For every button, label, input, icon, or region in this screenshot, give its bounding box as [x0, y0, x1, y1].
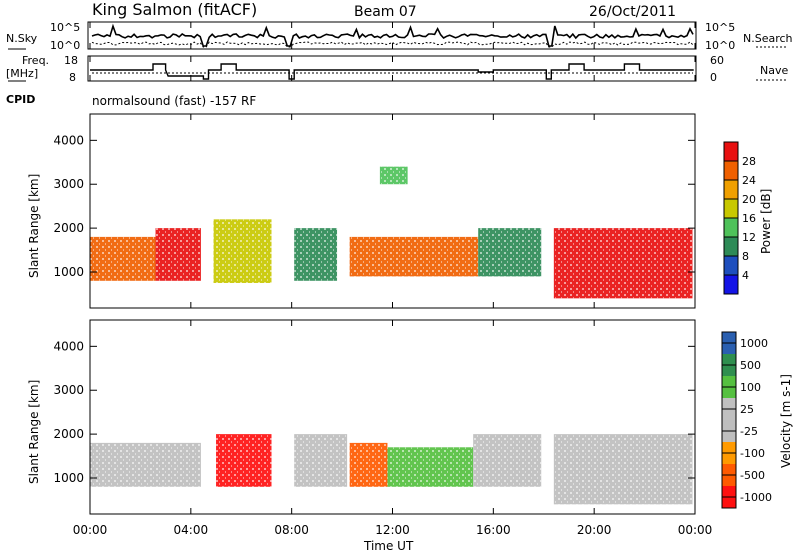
power-colorbar-tick-label: 12	[742, 231, 756, 244]
power-gap-0	[202, 115, 207, 307]
velocity-region-texture-2	[294, 434, 348, 487]
power-region-texture-4	[349, 236, 479, 277]
nsky-tick-top: 10^5	[50, 21, 80, 34]
nsky-label: N.Sky	[6, 32, 38, 45]
power-colorbar-cell	[724, 142, 738, 161]
power-region-texture-6	[553, 228, 693, 299]
velocity-region-texture-5	[473, 434, 542, 487]
freq-label-1: Freq.	[22, 54, 49, 67]
cpid-value: normalsound (fast) -157 RF	[92, 94, 256, 108]
power-colorbar-cell	[724, 180, 738, 199]
power-colorbar-tick-label: 20	[742, 193, 756, 206]
time-tick-label: 00:00	[678, 523, 713, 537]
velocity-colorbar-tick-label: -100	[740, 447, 765, 460]
nave-tick-bottom: 0	[710, 71, 717, 84]
power-region-texture-5	[478, 228, 542, 277]
nsearch-label: N.Search	[743, 32, 793, 45]
nsearch-tick-top: 10^5	[705, 21, 735, 34]
velocity-ylabel: Slant Range [km]	[27, 380, 41, 484]
velocity-colorbar-tick-label: 1000	[740, 337, 768, 350]
freq-trace	[90, 63, 694, 80]
time-tick-label: 20:00	[577, 523, 612, 537]
velocity-gap-1	[287, 321, 292, 513]
time-tick-label: 12:00	[375, 523, 410, 537]
time-tick-label: 04:00	[174, 523, 209, 537]
power-gap-1	[287, 115, 292, 307]
power-colorbar-tick-label: 24	[742, 174, 756, 187]
power-colorbar-tick-label: 16	[742, 212, 756, 225]
power-colorbar-cell	[724, 275, 738, 294]
tick-labels: 00:00 04:00 08:00 12:00 16:00 20:00 00:00 1000 2…	[53, 133, 712, 537]
date-title: 26/Oct/2011	[589, 4, 676, 20]
velocity-colorbar: 1000 500 100 25 -25 -100 -500 -1000	[721, 331, 772, 509]
nave-tick-top: 60	[710, 54, 724, 67]
cpid-label: CPID	[6, 93, 35, 106]
time-tick-label: 16:00	[476, 523, 511, 537]
power-colorbar-cell	[724, 199, 738, 218]
nsky-trace	[91, 23, 694, 47]
axis-ticks	[89, 22, 696, 514]
velocity-colorbar-tick-label: -1000	[740, 491, 772, 504]
power-region-texture-2	[213, 219, 272, 283]
velocity-region-texture-6	[553, 434, 693, 505]
power-colorbar-cell	[724, 218, 738, 237]
power-colorbar-tick-label: 28	[742, 155, 756, 168]
power-region-texture-3	[294, 228, 338, 281]
range-tick-label: 3000	[53, 383, 84, 397]
power-region-texture-1	[155, 228, 201, 281]
power-colorbar-label: Power [dB]	[759, 189, 773, 254]
freq-tick-bottom: 8	[69, 71, 76, 84]
velocity-region-texture-4	[387, 447, 474, 487]
velocity-colorbar-tick-label: -500	[740, 469, 765, 482]
range-tick-label: 2000	[53, 221, 84, 235]
velocity-colorbar-frame	[721, 331, 737, 509]
velocity-gap-0	[202, 321, 207, 513]
velocity-region-texture-1	[216, 434, 272, 487]
nsky-tick-bottom: 10^0	[50, 39, 80, 52]
power-colorbar: 4 8 12 16 20 24 28	[723, 141, 756, 295]
power-region-texture-7	[379, 166, 408, 185]
velocity-data	[90, 321, 693, 513]
nave-label: Nave	[760, 64, 788, 77]
power-ylabel: Slant Range [km]	[27, 174, 41, 278]
velocity-colorbar-tick-label: -25	[740, 425, 758, 438]
freq-label-2: [MHz]	[6, 67, 38, 80]
power-colorbar-tick-label: 8	[742, 250, 749, 263]
range-tick-label: 1000	[53, 265, 84, 279]
power-colorbar-cell	[724, 161, 738, 180]
power-colorbar-cell	[724, 237, 738, 256]
nsearch-tick-bottom: 10^0	[705, 39, 735, 52]
velocity-colorbar-label: Velocity [m s-1]	[779, 374, 793, 468]
range-tick-label: 2000	[53, 427, 84, 441]
time-tick-label: 00:00	[73, 523, 108, 537]
power-colorbar-cell	[724, 256, 738, 275]
range-tick-label: 4000	[53, 133, 84, 147]
freq-tick-top: 18	[64, 54, 78, 67]
power-gap-2	[546, 115, 551, 307]
time-tick-label: 08:00	[274, 523, 309, 537]
range-tick-label: 3000	[53, 177, 84, 191]
power-data	[90, 115, 693, 307]
velocity-colorbar-tick-label: 100	[740, 381, 761, 394]
power-colorbar-tick-label: 4	[742, 269, 749, 282]
velocity-colorbar-tick-label: 25	[740, 403, 754, 416]
velocity-gap-2	[546, 321, 551, 513]
range-tick-label: 4000	[53, 339, 84, 353]
time-axis-label: Time UT	[363, 539, 414, 553]
power-region-texture-0	[90, 236, 156, 281]
station-title: King Salmon (fitACF)	[92, 0, 257, 19]
range-tick-label: 1000	[53, 471, 84, 485]
velocity-region-texture-3	[349, 442, 388, 487]
beam-title: Beam 07	[354, 4, 417, 20]
velocity-region-texture-0	[90, 442, 201, 487]
velocity-colorbar-tick-label: 500	[740, 359, 761, 372]
